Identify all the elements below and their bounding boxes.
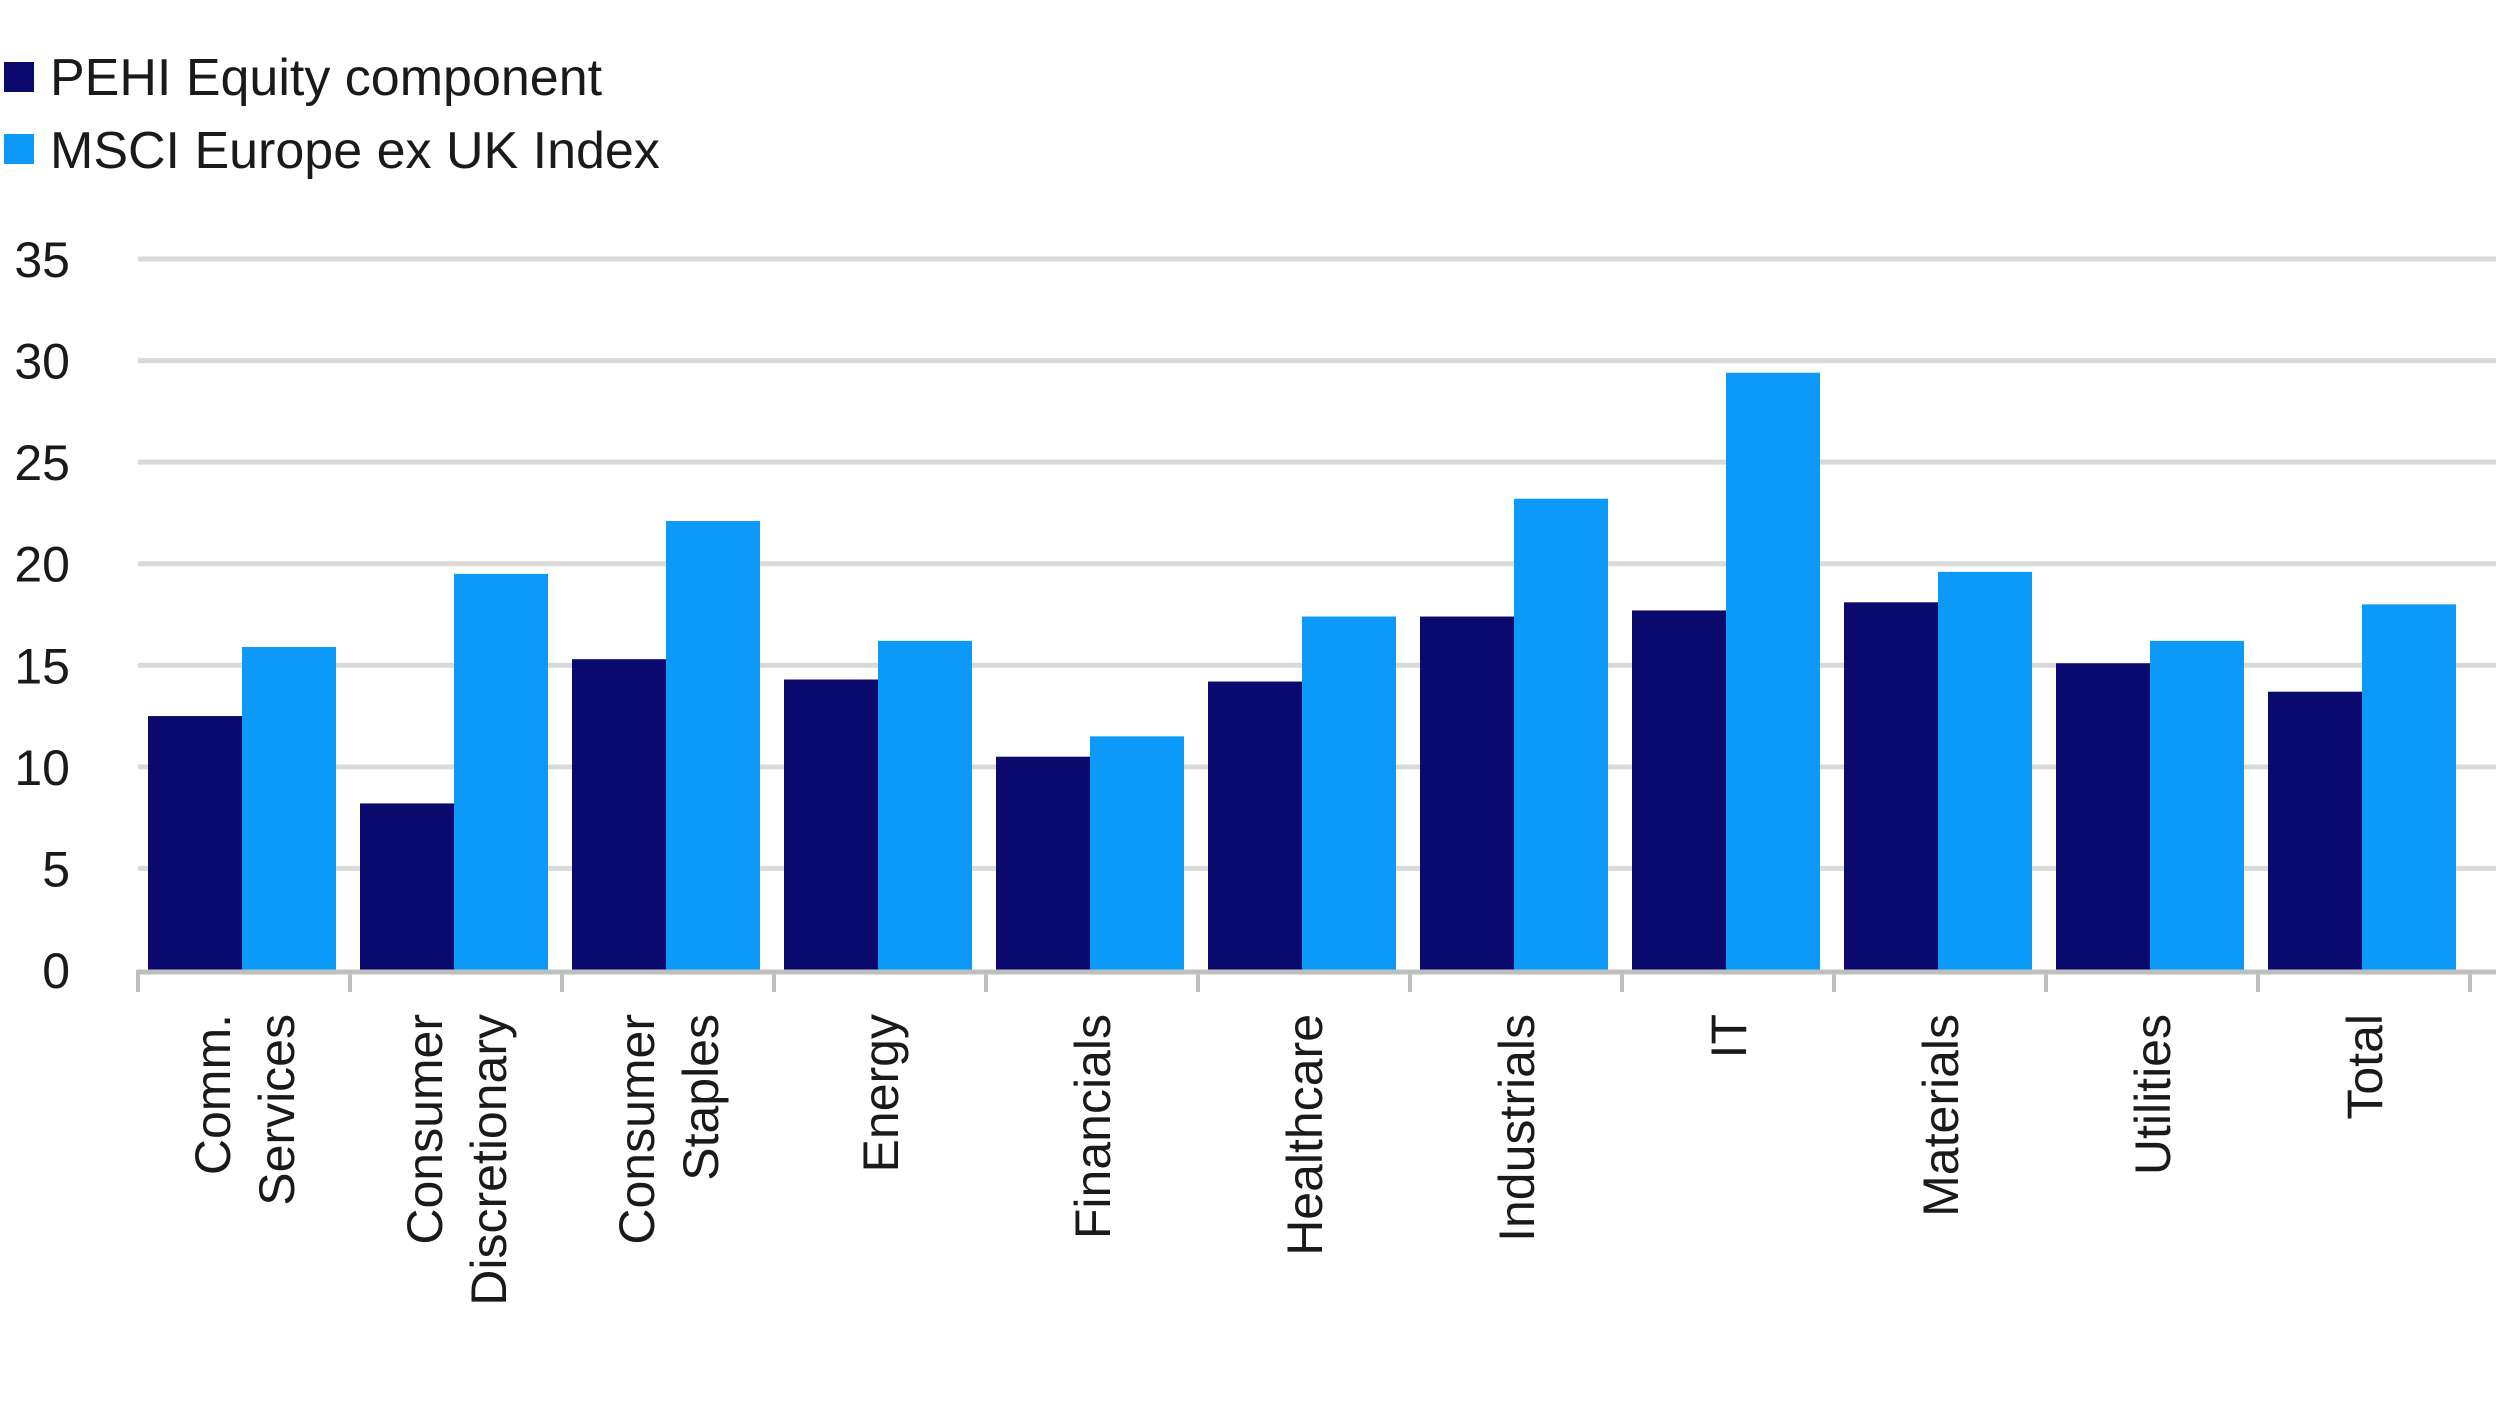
- bar-pehi-it: [1632, 610, 1726, 970]
- bar-msci-utilities: [2150, 640, 2244, 970]
- x-category-label: IT: [1701, 1014, 1757, 1058]
- x-axis-category-labels: Comm. Services Consumer Discretionary Consum…: [185, 1014, 2393, 1306]
- bar-msci-consumer-discretionary: [454, 573, 548, 970]
- y-tick-label-0: 0: [42, 943, 70, 999]
- x-category-label: Services: [249, 1014, 305, 1206]
- bar-pehi-comm-services: [148, 716, 242, 970]
- bar-msci-total: [2362, 604, 2456, 970]
- bar-msci-industrials: [1514, 498, 1608, 970]
- x-category-label: Total: [2337, 1014, 2393, 1120]
- legend-swatch-msci: [4, 134, 34, 164]
- y-tick-label-30: 30: [14, 334, 70, 390]
- y-tick-label-15: 15: [14, 638, 70, 694]
- bar-pehi-consumer-staples: [572, 659, 666, 970]
- x-category-label: Consumer: [397, 1014, 453, 1245]
- x-category-label: Healthcare: [1277, 1014, 1333, 1256]
- bar-msci-financials: [1090, 736, 1184, 970]
- bar-pehi-materials: [1844, 602, 1938, 970]
- x-category-label: Comm.: [185, 1014, 241, 1175]
- chart-legend: PEHI Equity component MSCI Europe ex UK …: [4, 49, 660, 180]
- bar-pehi-consumer-discretionary: [360, 803, 454, 970]
- y-axis-tick-labels: 0 5 10 15 20 25 30 35: [14, 232, 70, 999]
- bar-pehi-healthcare: [1208, 681, 1302, 970]
- bar-pehi-energy: [784, 679, 878, 970]
- x-category-label: Consumer: [609, 1014, 665, 1245]
- bars: [148, 372, 2456, 970]
- y-tick-label-20: 20: [14, 537, 70, 593]
- legend-label-pehi: PEHI Equity component: [50, 49, 603, 107]
- bar-msci-materials: [1938, 571, 2032, 970]
- y-tick-label-5: 5: [42, 841, 70, 897]
- x-category-label: Industrials: [1489, 1014, 1545, 1242]
- x-category-label: Discretionary: [461, 1014, 517, 1306]
- y-tick-label-25: 25: [14, 435, 70, 491]
- legend-swatch-pehi: [4, 62, 34, 92]
- x-axis: [136, 969, 2496, 992]
- x-category-label: Materials: [1913, 1014, 1969, 1217]
- y-tick-label-10: 10: [14, 740, 70, 796]
- bar-msci-consumer-staples: [666, 521, 760, 970]
- bar-pehi-financials: [996, 756, 1090, 970]
- bar-pehi-total: [2268, 691, 2362, 970]
- x-category-label: Financials: [1065, 1014, 1121, 1239]
- bar-pehi-utilities: [2056, 663, 2150, 970]
- x-category-label: Staples: [673, 1014, 729, 1181]
- legend-label-msci: MSCI Europe ex UK Index: [50, 122, 660, 180]
- bar-msci-energy: [878, 640, 972, 970]
- bar-pehi-industrials: [1420, 616, 1514, 970]
- x-category-label: Utilities: [2125, 1014, 2181, 1175]
- bar-msci-healthcare: [1302, 616, 1396, 970]
- x-category-label: Energy: [853, 1014, 909, 1172]
- bar-msci-it: [1726, 372, 1820, 970]
- bar-msci-comm-services: [242, 647, 336, 970]
- y-tick-label-35: 35: [14, 232, 70, 288]
